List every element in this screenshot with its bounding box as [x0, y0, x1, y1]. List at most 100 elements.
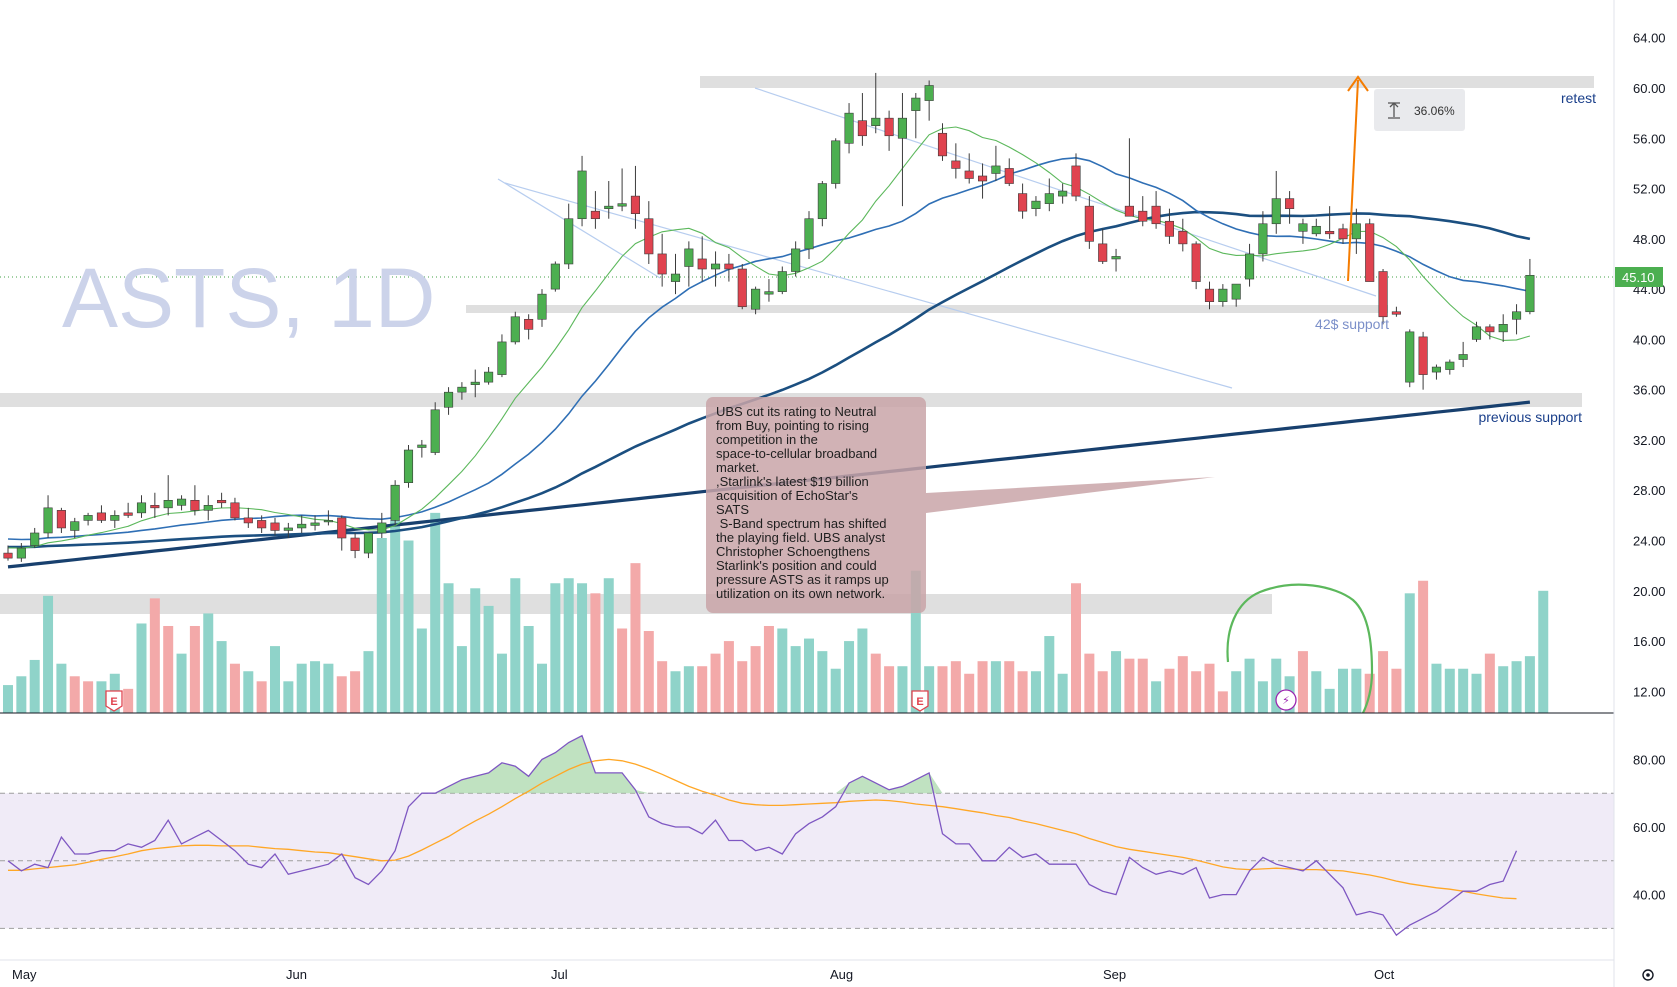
time-tick-label: Oct [1374, 967, 1395, 982]
volume-bar [1297, 651, 1308, 713]
earnings-marker[interactable] [105, 690, 123, 712]
volume-bar [790, 646, 801, 713]
candle-body [1178, 230, 1188, 245]
volume-bar [1071, 583, 1081, 713]
candle-body [911, 97, 921, 111]
candle-body [1191, 243, 1201, 282]
volume-bar [603, 578, 614, 713]
candle-body [737, 268, 747, 308]
last-price-value: 45.10 [1622, 270, 1655, 285]
volume-bar [617, 628, 628, 713]
annotation-line: S-Band spectrum has shifted [716, 516, 887, 531]
candle-body [617, 203, 627, 207]
annotation-line: Christopher Schoengthens [716, 544, 870, 559]
time-tick-label: May [12, 967, 37, 982]
candle-body [297, 523, 307, 529]
volume-bar [1271, 658, 1282, 713]
candle-body [1498, 324, 1508, 333]
volume-bar [550, 583, 561, 713]
volume-bar [670, 671, 681, 713]
candle-body [310, 522, 320, 526]
candle-body [764, 291, 774, 295]
candle-body [684, 248, 694, 267]
level-label-2: previous support [1478, 409, 1582, 425]
candle-body [150, 505, 160, 509]
volume-bar [697, 666, 708, 713]
volume-bar [657, 661, 668, 713]
volume-bar [977, 661, 988, 713]
volume-bar [1231, 671, 1242, 713]
volume-bar [283, 681, 294, 713]
news-annotation[interactable]: UBS cut its rating to Neutral from Buy, p… [706, 397, 1215, 613]
earnings-marker[interactable] [911, 690, 929, 712]
candle-body [524, 318, 534, 330]
candle-body [70, 521, 80, 531]
channel-lower-line [504, 182, 1233, 389]
candle-body [857, 120, 867, 137]
volume-bar [857, 628, 868, 713]
volume-bar [1311, 671, 1322, 713]
volume-bar [416, 628, 427, 713]
candle-body [1351, 223, 1361, 240]
volume-bar [1017, 671, 1028, 713]
volume-bar [270, 646, 280, 713]
candle-body [1405, 331, 1415, 383]
price-tick-label: 24.00 [1633, 534, 1666, 549]
candle-body [1204, 288, 1215, 302]
annotation-line: market. [716, 460, 759, 475]
candle-body [443, 391, 454, 408]
event-marker[interactable] [1275, 689, 1297, 711]
candle-body [844, 112, 854, 144]
measure-box[interactable] [1374, 89, 1465, 131]
volume-bar [1338, 668, 1348, 713]
candle-body [604, 205, 614, 209]
volume-bar [43, 595, 54, 713]
volume-bar [1164, 668, 1175, 713]
candle-body [710, 263, 721, 270]
candle-body [630, 195, 641, 215]
volume-bar [817, 651, 828, 713]
candle-body [1044, 193, 1054, 204]
candle-body [977, 175, 988, 182]
candle-body [110, 515, 120, 521]
volume-bar [69, 676, 80, 713]
price-tick-label: 40.00 [1633, 332, 1666, 347]
volume-bar [203, 613, 214, 713]
volume-bar [1057, 673, 1068, 713]
candle-body [590, 210, 600, 220]
volume-bar [1431, 663, 1442, 713]
volume-bar [123, 688, 134, 713]
candle-body [1018, 193, 1028, 212]
time-tick-label: Jun [286, 967, 307, 982]
volume-bar [1257, 681, 1268, 713]
volume-bar [1137, 658, 1148, 713]
volume-bar [1511, 661, 1522, 713]
volume-bar [950, 661, 961, 713]
price-tick-label: 52.00 [1633, 182, 1666, 197]
volume-bar [56, 663, 67, 713]
candle-body [804, 218, 814, 250]
price-tick-label: 36.00 [1633, 383, 1666, 398]
volume-bar [523, 625, 534, 713]
volume-bar [1097, 671, 1108, 713]
price-tick-label: 20.00 [1633, 584, 1666, 599]
volume-bar [1444, 668, 1455, 713]
rsi-line [7, 734, 1518, 937]
volume-bar [924, 666, 935, 713]
volume-bar [483, 605, 494, 713]
volume-bar [350, 671, 361, 713]
volume-bar [443, 583, 454, 713]
candle-body [56, 510, 66, 529]
candle-body [1084, 205, 1094, 242]
candle-body [257, 520, 267, 529]
candle-body [884, 117, 894, 137]
annotation-line: pressure ASTS as it ramps up [716, 572, 889, 587]
candle-body [1231, 283, 1241, 300]
volume-bar [1524, 656, 1535, 713]
candle-body [217, 499, 227, 504]
candle-body [337, 517, 347, 539]
volume-bar [1191, 671, 1202, 713]
candle-body [1445, 361, 1455, 370]
settings-gear-icon[interactable] [1642, 969, 1654, 981]
annotation-line: acquisition of EchoStar's [716, 488, 858, 503]
